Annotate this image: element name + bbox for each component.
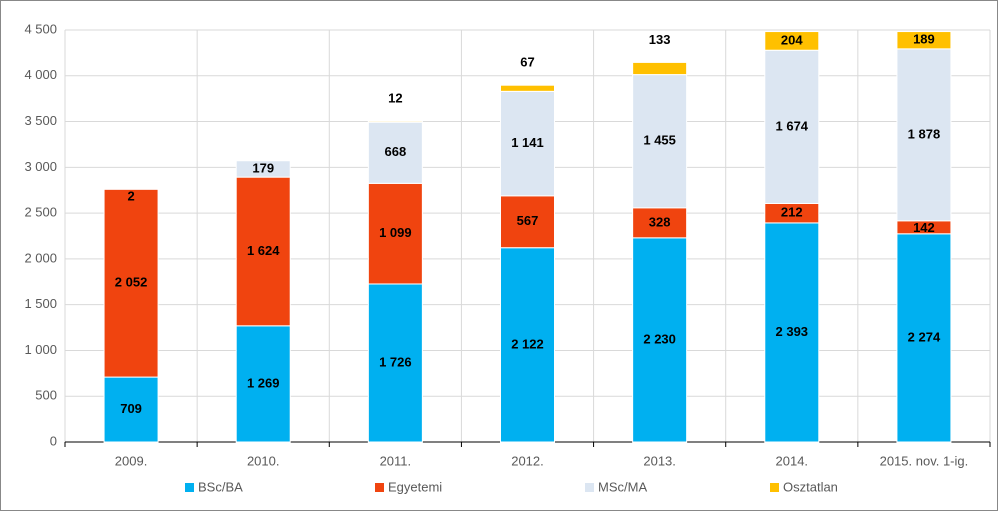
- x-tick-label: 2012.: [511, 453, 544, 468]
- data-label: 668: [385, 144, 407, 159]
- y-tick-label: 0: [50, 433, 57, 448]
- legend-swatch: [185, 483, 194, 492]
- y-tick-label: 4 500: [24, 21, 57, 36]
- bar-segment: [367, 121, 423, 184]
- data-label: 1 269: [247, 375, 280, 390]
- data-label: 1 141: [511, 135, 544, 150]
- data-label: 1 674: [776, 118, 809, 133]
- data-label: 1 726: [379, 354, 412, 369]
- data-label: 328: [649, 214, 671, 229]
- bar-segment: [235, 160, 291, 178]
- y-tick-label: 3 500: [24, 113, 57, 128]
- data-label: 2 052: [115, 275, 148, 290]
- data-label: 133: [649, 32, 671, 47]
- legend-label: Osztatlan: [783, 479, 838, 494]
- bar-segment: [235, 176, 291, 327]
- x-tick-label: 2014.: [776, 453, 809, 468]
- bar-segment: [367, 182, 423, 285]
- data-label: 179: [252, 160, 274, 175]
- y-tick-label: 2 500: [24, 205, 57, 220]
- y-tick-label: 3 000: [24, 159, 57, 174]
- bar-segment: [896, 31, 952, 50]
- data-label: 1 099: [379, 225, 412, 240]
- bar-segment: [367, 283, 423, 443]
- data-label: 204: [781, 32, 803, 47]
- bar-segment: [764, 49, 820, 204]
- legend-label: MSc/MA: [598, 479, 647, 494]
- data-label: 2 122: [511, 336, 544, 351]
- bar-segment: [500, 84, 555, 92]
- data-label: 2 230: [643, 331, 676, 346]
- bar-segment: [632, 61, 688, 76]
- legend-swatch: [585, 483, 594, 492]
- bar-segment: [103, 376, 159, 443]
- data-label: 189: [913, 32, 935, 47]
- bar-segment: [896, 233, 952, 443]
- data-label: 212: [781, 205, 803, 220]
- legend-label: BSc/BA: [198, 479, 243, 494]
- y-tick-label: 4 000: [24, 67, 57, 82]
- data-label: 67: [520, 55, 534, 70]
- data-label: 1 455: [643, 133, 676, 148]
- data-label: 142: [913, 220, 935, 235]
- bar-segment: [632, 237, 688, 443]
- y-tick-label: 1 500: [24, 296, 57, 311]
- data-label: 2 393: [776, 324, 809, 339]
- bar-segment: [764, 31, 820, 51]
- legend-swatch: [770, 483, 779, 492]
- data-label: 1 878: [908, 126, 941, 141]
- data-label: 709: [120, 401, 142, 416]
- data-label: 567: [517, 213, 539, 228]
- x-tick-label: 2009.: [115, 453, 148, 468]
- bar-segment: [896, 48, 952, 222]
- y-tick-label: 1 000: [24, 342, 57, 357]
- x-tick-label: 2015. nov. 1-ig.: [880, 453, 969, 468]
- x-tick-label: 2011.: [380, 453, 412, 468]
- x-tick-label: 2013.: [643, 453, 676, 468]
- y-tick-label: 2 000: [24, 250, 57, 265]
- data-label: 2: [127, 188, 134, 203]
- x-tick-label: 2010.: [247, 453, 280, 468]
- y-tick-label: 500: [35, 388, 57, 403]
- bar-segment: [764, 222, 820, 443]
- legend-swatch: [375, 483, 384, 492]
- bar-segment: [500, 90, 555, 197]
- bar-segment: [367, 120, 423, 123]
- legend-label: Egyetemi: [388, 479, 442, 494]
- bar-segment: [103, 188, 159, 378]
- data-label: 2 274: [908, 329, 941, 344]
- data-label: 1 624: [247, 243, 280, 258]
- data-label: 12: [388, 91, 402, 106]
- bar-segment: [235, 325, 291, 443]
